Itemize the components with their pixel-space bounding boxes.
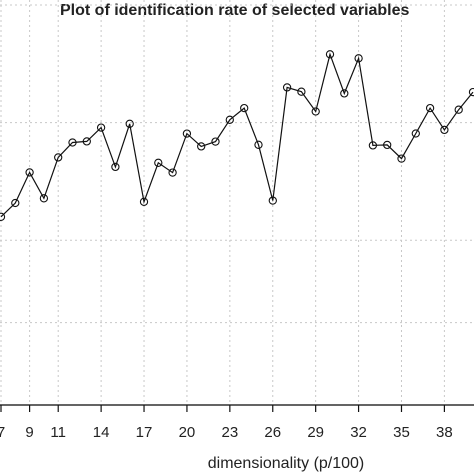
x-tick-label: 20 xyxy=(179,424,196,441)
x-tick-label: 26 xyxy=(264,424,281,441)
data-point xyxy=(311,107,320,116)
data-point xyxy=(197,142,206,151)
x-axis: 7 9 11 14 17 20 23 26 29 32 35 38 xyxy=(0,405,453,441)
data-point xyxy=(368,141,378,150)
x-tick-label: 14 xyxy=(93,424,110,441)
data-point xyxy=(96,123,106,132)
x-tick-label: 35 xyxy=(393,424,410,441)
chart-title: Plot of identification rate of selected … xyxy=(60,2,410,19)
x-tick-label: 32 xyxy=(350,424,367,441)
data-point xyxy=(397,154,406,163)
data-point xyxy=(440,125,449,135)
data-point xyxy=(282,83,292,92)
data-point xyxy=(168,168,177,177)
series-line xyxy=(0,52,474,218)
x-tick-label: 17 xyxy=(136,424,153,441)
data-point xyxy=(139,197,149,206)
x-axis-label: dimensionality (p/100) xyxy=(208,455,365,472)
data-point xyxy=(111,162,120,172)
data-point xyxy=(39,194,49,203)
data-point xyxy=(254,140,263,149)
x-tick-label: 11 xyxy=(50,424,66,441)
data-point xyxy=(25,168,34,177)
grid xyxy=(0,0,474,405)
x-tick-label: 38 xyxy=(436,424,453,441)
data-point xyxy=(211,137,220,146)
data-point xyxy=(383,140,392,150)
data-point xyxy=(182,129,192,138)
data-point xyxy=(354,54,363,63)
data-point xyxy=(240,103,249,113)
x-tick-label: 7 xyxy=(0,424,5,441)
data-point xyxy=(268,196,277,205)
data-point xyxy=(468,87,474,97)
x-tick-label: 23 xyxy=(222,424,239,441)
data-point xyxy=(11,198,20,208)
x-tick-label: 9 xyxy=(25,424,33,441)
x-tick-label: 29 xyxy=(307,424,324,441)
data-point xyxy=(297,87,306,96)
data-point xyxy=(411,129,420,138)
data-point xyxy=(425,103,435,113)
data-point xyxy=(54,153,63,162)
data-markers xyxy=(0,50,474,221)
plot-frame xyxy=(0,404,474,406)
data-point xyxy=(154,158,163,167)
data-point xyxy=(325,50,335,59)
data-point xyxy=(125,119,134,128)
data-point xyxy=(82,137,91,146)
data-point xyxy=(68,138,77,147)
data-point xyxy=(225,115,234,124)
data-point xyxy=(0,212,6,221)
data-point xyxy=(454,105,463,114)
data-point xyxy=(340,89,349,98)
